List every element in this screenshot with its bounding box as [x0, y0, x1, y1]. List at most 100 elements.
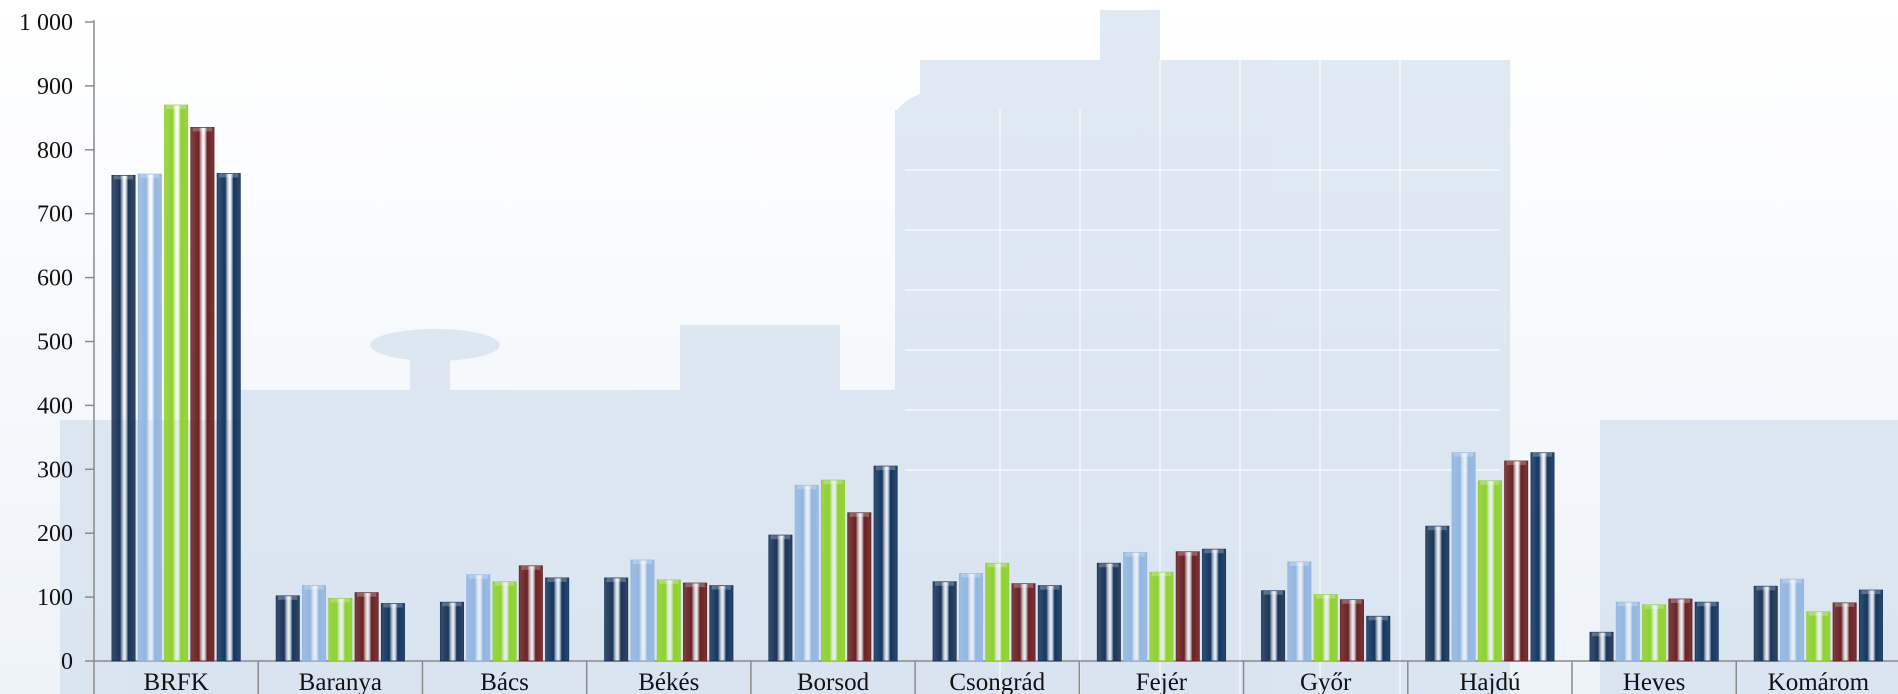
bar-csongrád-series-3: [985, 562, 1010, 662]
bar-cap: [330, 598, 350, 603]
bar-cap: [1756, 586, 1776, 591]
bar-győr-series-2: [1287, 561, 1312, 662]
bar-cap: [1532, 452, 1553, 457]
bar-cap: [659, 579, 679, 584]
x-tick-label: Hajdú: [1459, 669, 1521, 694]
y-tick-label: 500: [37, 330, 73, 356]
bar-cap: [1013, 583, 1034, 588]
bar-cap: [113, 175, 134, 180]
x-tick-label: Borsod: [797, 669, 870, 694]
bar-cap: [1151, 572, 1172, 577]
bar-cap: [1204, 549, 1224, 554]
bar-cap: [547, 577, 567, 582]
bar-cap: [685, 583, 705, 588]
bar-cap: [935, 581, 955, 586]
bar-hajdú-series-3: [1477, 480, 1502, 662]
bar-győr-series-5: [1366, 615, 1391, 662]
bar-cap: [1040, 585, 1060, 590]
y-tick-label: 300: [37, 457, 73, 483]
bar-békés-series-5: [709, 585, 734, 662]
x-tick-label: Heves: [1623, 669, 1685, 694]
bar-csongrád-series-2: [958, 573, 983, 662]
bar-cap: [1808, 611, 1828, 616]
bar-cap: [442, 602, 462, 607]
bar-cap: [278, 595, 298, 600]
bar-cap: [1782, 579, 1802, 584]
bar-cap: [1670, 599, 1691, 604]
bar-baranya-series-5: [380, 603, 405, 662]
bar-heves-series-5: [1694, 601, 1719, 662]
bar-cap: [632, 560, 653, 565]
bar-brfk-series-1: [111, 174, 136, 662]
bar-borsod-series-4: [847, 512, 872, 662]
bar-borsod-series-3: [821, 479, 846, 662]
bar-bács-series-2: [466, 574, 491, 662]
bar-cap: [1835, 602, 1855, 607]
bar-cap: [987, 563, 1007, 568]
bar-cap: [1125, 552, 1145, 557]
bar-cap: [357, 592, 377, 597]
bar-baranya-series-2: [302, 585, 327, 662]
bar-bács-series-5: [545, 577, 570, 662]
x-tick-label: Komárom: [1768, 669, 1870, 694]
bar-brfk-series-4: [190, 127, 215, 662]
bar-komárom-series-3: [1806, 611, 1831, 662]
x-tick-label: Csongrád: [949, 669, 1045, 694]
bar-heves-series-3: [1642, 604, 1667, 662]
bar-komárom-series-2: [1780, 578, 1805, 662]
bar-cap: [823, 480, 843, 485]
bar-cap: [1099, 563, 1119, 568]
bar-cap: [1861, 590, 1881, 595]
bar-cap: [1591, 632, 1612, 637]
bar-cap: [1178, 551, 1198, 556]
bar-bács-series-1: [439, 601, 464, 662]
bar-cap: [166, 105, 186, 110]
bar-cap: [1454, 452, 1474, 457]
bar-békés-series-2: [630, 559, 655, 662]
y-tick-label: 900: [37, 74, 73, 100]
y-tick-label: 600: [37, 266, 73, 292]
bar-cap: [140, 174, 160, 179]
bar-komárom-series-5: [1858, 589, 1883, 662]
bar-brfk-series-5: [216, 173, 241, 662]
y-tick-label: 400: [37, 393, 73, 419]
bar-bács-series-4: [518, 565, 543, 662]
bar-cap: [219, 173, 239, 178]
bar-hajdú-series-4: [1504, 460, 1529, 662]
x-tick-label: Bács: [480, 669, 529, 694]
bar-cap: [1263, 590, 1283, 595]
bar-borsod-series-1: [768, 534, 793, 662]
x-tick-label: BRFK: [143, 669, 208, 694]
bar-cap: [304, 585, 324, 590]
bar-cap: [1368, 616, 1388, 621]
bar-bács-series-3: [492, 581, 517, 662]
bar-fejér-series-2: [1123, 551, 1148, 662]
bar-csongrád-series-4: [1011, 583, 1036, 662]
bar-cap: [849, 512, 869, 517]
bar-békés-series-3: [656, 579, 681, 662]
y-tick-label: 100: [37, 585, 73, 611]
bar-komárom-series-4: [1832, 602, 1857, 662]
bar-baranya-series-3: [328, 597, 353, 662]
bar-heves-series-1: [1589, 631, 1614, 662]
bar-cap: [1618, 602, 1638, 607]
y-tick-label: 1 000: [19, 10, 73, 36]
bar-cap: [1427, 526, 1447, 531]
bar-baranya-series-4: [354, 592, 379, 662]
bar-cap: [1342, 599, 1362, 604]
bar-cap: [1506, 460, 1526, 465]
bar-cap: [1289, 561, 1309, 566]
bar-győr-series-3: [1313, 594, 1338, 662]
bar-fejér-series-5: [1202, 548, 1227, 662]
y-tick-label: 200: [37, 521, 73, 547]
bar-heves-series-4: [1668, 598, 1693, 662]
bar-fejér-series-1: [1096, 562, 1121, 662]
bar-cap: [797, 485, 817, 490]
bar-cap: [770, 535, 791, 540]
bar-hajdú-series-1: [1425, 525, 1450, 662]
y-tick-label: 0: [61, 649, 73, 675]
bar-cap: [521, 565, 541, 570]
bar-borsod-series-5: [873, 465, 898, 662]
bar-cap: [1697, 602, 1717, 607]
